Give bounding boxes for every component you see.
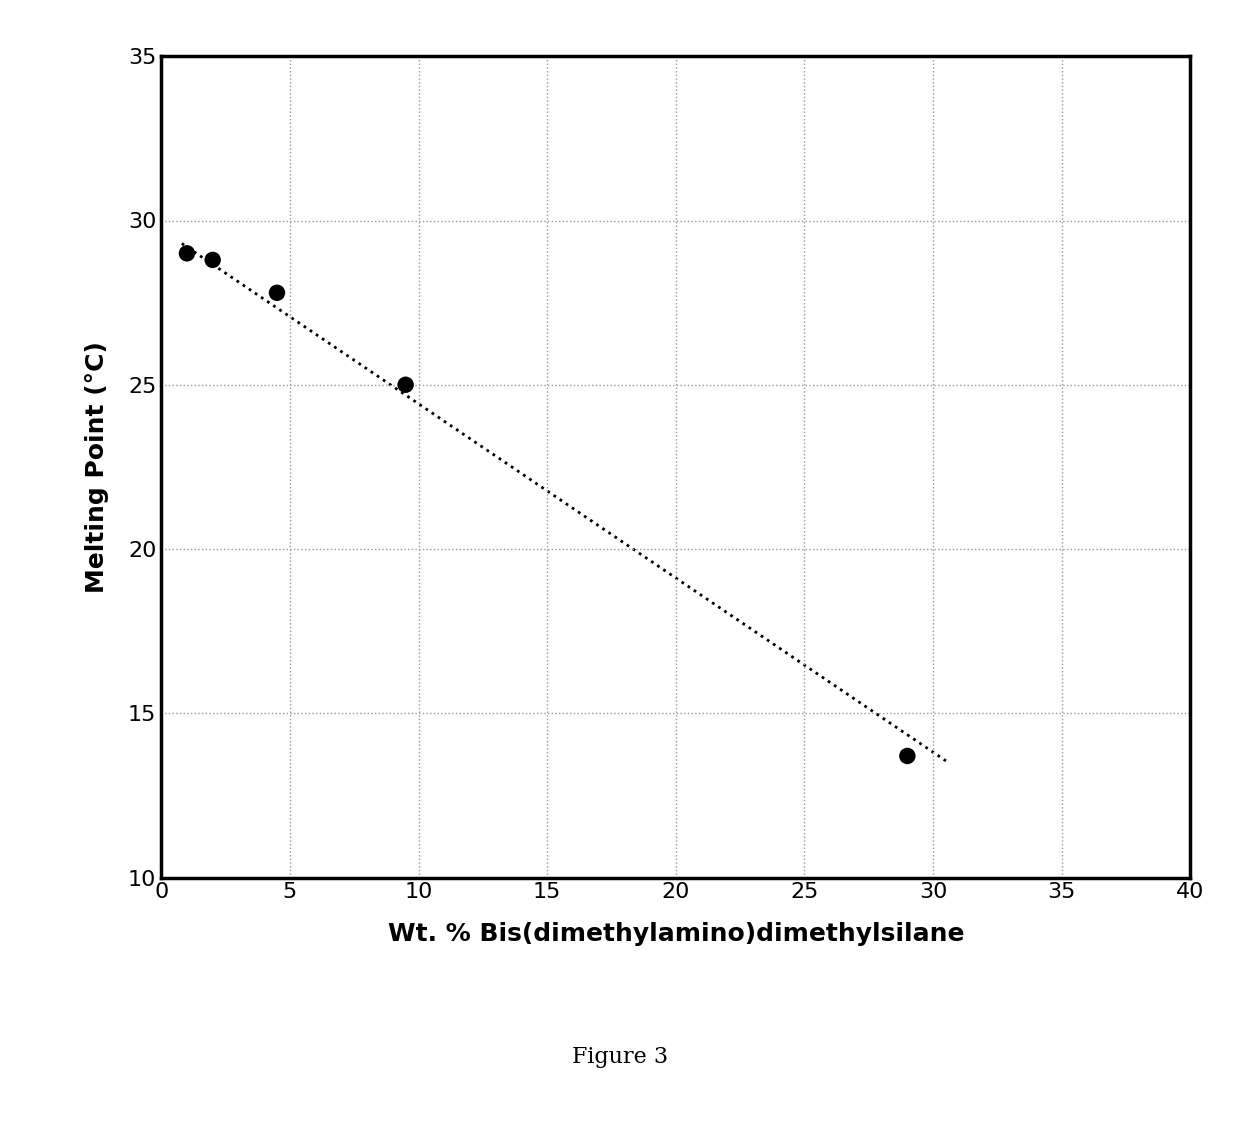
X-axis label: Wt. % Bis(dimethylamino)dimethylsilane: Wt. % Bis(dimethylamino)dimethylsilane [388,921,963,946]
Point [203,251,223,269]
Y-axis label: Melting Point (°C): Melting Point (°C) [84,341,109,593]
Point [267,284,286,302]
Point [396,376,415,394]
Point [177,244,197,262]
Point [898,747,918,765]
Text: Figure 3: Figure 3 [572,1046,668,1069]
